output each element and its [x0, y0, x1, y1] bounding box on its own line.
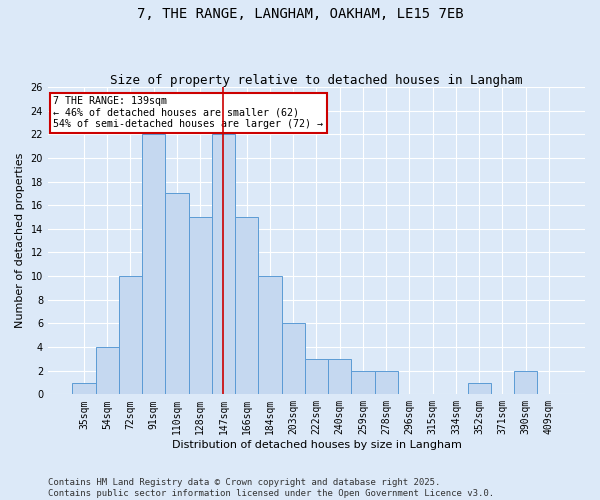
Text: 7 THE RANGE: 139sqm
← 46% of detached houses are smaller (62)
54% of semi-detach: 7 THE RANGE: 139sqm ← 46% of detached ho… — [53, 96, 323, 130]
Bar — [305, 359, 328, 394]
Bar — [166, 194, 188, 394]
Bar — [374, 370, 398, 394]
Title: Size of property relative to detached houses in Langham: Size of property relative to detached ho… — [110, 74, 523, 87]
Bar — [514, 370, 538, 394]
Y-axis label: Number of detached properties: Number of detached properties — [15, 153, 25, 328]
Bar — [235, 217, 259, 394]
Bar — [352, 370, 374, 394]
Bar — [467, 382, 491, 394]
Bar — [142, 134, 166, 394]
Bar — [281, 324, 305, 394]
X-axis label: Distribution of detached houses by size in Langham: Distribution of detached houses by size … — [172, 440, 461, 450]
Bar — [188, 217, 212, 394]
Bar — [95, 347, 119, 395]
Bar — [328, 359, 352, 394]
Bar — [212, 134, 235, 394]
Bar — [119, 276, 142, 394]
Bar — [73, 382, 95, 394]
Text: Contains HM Land Registry data © Crown copyright and database right 2025.
Contai: Contains HM Land Registry data © Crown c… — [48, 478, 494, 498]
Bar — [259, 276, 281, 394]
Text: 7, THE RANGE, LANGHAM, OAKHAM, LE15 7EB: 7, THE RANGE, LANGHAM, OAKHAM, LE15 7EB — [137, 8, 463, 22]
